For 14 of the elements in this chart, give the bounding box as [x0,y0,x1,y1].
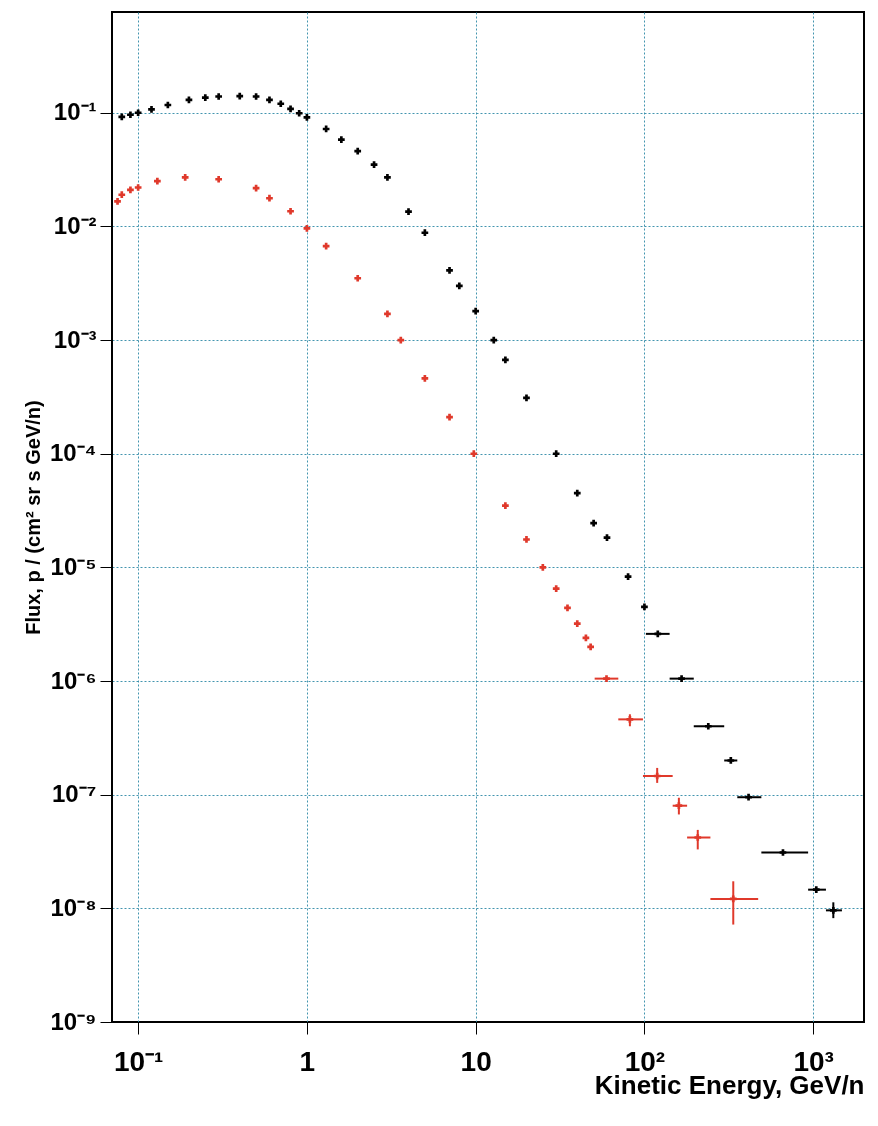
y-tick-label: 10⁻¹ [53,98,97,126]
y-tick-label: 10⁻⁷ [51,780,97,808]
y-tick-label: 10⁻³ [53,325,97,353]
y-tick-label: 10⁻⁵ [50,552,97,580]
y-tick-label: 10⁻⁶ [50,666,97,694]
x-tick-label: 10 [460,1045,492,1077]
x-tick-label: 1 [299,1045,316,1077]
y-tick-label: 10⁻⁹ [50,1007,97,1035]
x-tick-label: 10⁻¹ [113,1045,164,1077]
y-tick-label: 10⁻² [53,211,97,239]
y-tick-label: 10⁻⁴ [49,439,97,467]
x-tick-label: 10³ [793,1045,834,1077]
y-axis-title: Flux, p / (cm² sr s GeV/n) [21,400,44,635]
y-tick-label: 10⁻⁸ [50,893,97,921]
